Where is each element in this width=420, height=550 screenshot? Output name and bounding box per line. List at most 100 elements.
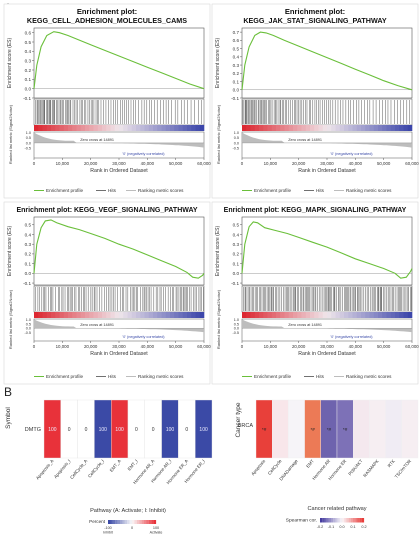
legend-color-step bbox=[129, 520, 133, 524]
ranking-color-segment bbox=[352, 125, 358, 131]
legend-color-step bbox=[359, 518, 362, 523]
ranking-color-segment bbox=[399, 312, 404, 318]
legend-color-step bbox=[153, 520, 157, 524]
ranking-color-segment bbox=[331, 125, 336, 131]
ranking-color-segment bbox=[267, 312, 273, 318]
legend-color-step bbox=[112, 520, 116, 524]
ranking-color-segment bbox=[263, 125, 268, 131]
ranking-color-segment bbox=[123, 125, 128, 131]
ranking-color-segment bbox=[361, 312, 366, 318]
ranking-color-segment bbox=[301, 125, 307, 131]
ranking-color-segment bbox=[174, 125, 179, 131]
es-ytick-label: 0.5 bbox=[25, 40, 32, 45]
ranking-color-segment bbox=[293, 312, 298, 318]
heatmap-xlabel: Cancer related pathway bbox=[307, 506, 366, 512]
legend-color-step bbox=[117, 520, 121, 524]
ranking-color-segment bbox=[55, 312, 60, 318]
ranking-color-segment bbox=[271, 312, 277, 318]
enrichment-profile-line bbox=[33, 31, 205, 90]
ranking-color-segment bbox=[386, 312, 392, 318]
heatmap-cell-value: 100 bbox=[48, 427, 57, 433]
heatmap-cell-mark: *# bbox=[262, 427, 267, 432]
heatmap-col-label: Apoptosis bbox=[250, 458, 267, 477]
legend-hits-label: Hits bbox=[108, 188, 117, 193]
es-plot-frame bbox=[241, 216, 413, 286]
heatmap-col-label: RASMAPK bbox=[362, 458, 380, 478]
ranking-color-segment bbox=[263, 312, 268, 318]
ranking-color-segment bbox=[97, 312, 103, 318]
x-tick-label: 50,000 bbox=[377, 161, 391, 166]
legend-color-step bbox=[136, 520, 140, 524]
ranking-color-segment bbox=[34, 312, 39, 318]
x-tick-label: 30,000 bbox=[112, 161, 126, 166]
es-ytick-label: 0.3 bbox=[25, 242, 32, 247]
ranking-color-segment bbox=[322, 125, 328, 131]
ranking-color-segment bbox=[144, 125, 150, 131]
gsea-plot-jak-stat: Enrichment plot:KEGG_JAK_STAT_SIGNALING_… bbox=[211, 3, 419, 199]
es-ytick-label: 0.4 bbox=[25, 49, 32, 54]
legend-hits-label: Hits bbox=[316, 374, 325, 379]
legend-color-step bbox=[350, 518, 354, 523]
hits-frame bbox=[33, 98, 205, 126]
legend-metric-label: Ranking metric scores bbox=[138, 374, 184, 379]
legend-color-step bbox=[120, 520, 123, 524]
legend-sub-inhibit: Inhibit bbox=[103, 531, 113, 535]
ranking-color-segment bbox=[119, 312, 124, 318]
zero-cross-label: Zero cross at 14891 bbox=[288, 323, 322, 327]
ranking-color-segment bbox=[297, 312, 302, 318]
rank-ytick-label: -0.5 bbox=[232, 147, 239, 151]
ranking-color-segment bbox=[344, 125, 349, 131]
heatmap-col-label: EMT_I bbox=[127, 458, 139, 471]
ranking-color-segment bbox=[288, 312, 294, 318]
ranking-color-segment bbox=[131, 125, 137, 131]
ranking-color-segment bbox=[390, 312, 396, 318]
legend-color-step bbox=[339, 518, 343, 523]
ranking-color-segment bbox=[89, 312, 94, 318]
x-tick-label: 10,000 bbox=[264, 161, 278, 166]
ranking-color-segment bbox=[403, 312, 409, 318]
legend-title: Percent bbox=[89, 519, 106, 524]
enrichment-profile-line bbox=[241, 31, 413, 91]
heatmap-row-label: DMTG bbox=[25, 427, 41, 433]
ranking-color-segment bbox=[157, 125, 162, 131]
heatmap-col-label: CellCycle bbox=[267, 458, 283, 476]
ranking-color-segment bbox=[390, 125, 396, 131]
x-tick-label: 60,000 bbox=[197, 344, 211, 349]
ranking-color-segment bbox=[242, 125, 247, 131]
enrichment-profile-line bbox=[33, 219, 205, 279]
legend-tick-label: 0.0 bbox=[339, 525, 344, 529]
rank-ytick-label: 0.0 bbox=[234, 327, 239, 331]
ranking-color-segment bbox=[191, 312, 196, 318]
ranking-color-segment bbox=[153, 125, 158, 131]
heatmap-cell-value: 0 bbox=[152, 427, 155, 433]
ranking-color-segment bbox=[378, 125, 383, 131]
legend-hits-label: Hits bbox=[108, 374, 117, 379]
negative-label: '0' (negatively correlated) bbox=[330, 152, 373, 156]
ranking-color-segment bbox=[55, 125, 60, 131]
legend-tick-label: -0.1 bbox=[328, 525, 335, 529]
chart-title-line2: KEGG_CELL_ADHESION_MOLECULES_CAMS bbox=[27, 16, 187, 25]
es-ytick-label: 0.3 bbox=[25, 58, 32, 63]
rank-ytick-label: -0.5 bbox=[24, 147, 31, 151]
x-tick-label: 30,000 bbox=[112, 344, 126, 349]
ranking-color-segment bbox=[395, 312, 400, 318]
ranking-color-segment bbox=[293, 125, 298, 131]
ranking-color-segment bbox=[170, 125, 175, 131]
heatmap-ylabel: Cancer type bbox=[235, 402, 242, 437]
heatmap-cell-value: 0 bbox=[68, 427, 71, 433]
ranking-color-segment bbox=[361, 125, 366, 131]
ranking-color-segment bbox=[131, 312, 137, 318]
ranking-color-segment bbox=[284, 125, 290, 131]
rank-ytick-label: 1.0 bbox=[234, 318, 239, 322]
ranking-color-segment bbox=[161, 125, 167, 131]
es-ytick-label: 0.1 bbox=[25, 77, 32, 82]
heatmap-col-label: EMT bbox=[305, 458, 315, 469]
legend-color-step bbox=[151, 520, 154, 524]
ranking-color-segment bbox=[301, 312, 307, 318]
ranking-color-segment bbox=[178, 125, 184, 131]
ranking-color-segment bbox=[34, 125, 39, 131]
ranking-color-segment bbox=[42, 125, 48, 131]
ranking-color-segment bbox=[170, 312, 175, 318]
